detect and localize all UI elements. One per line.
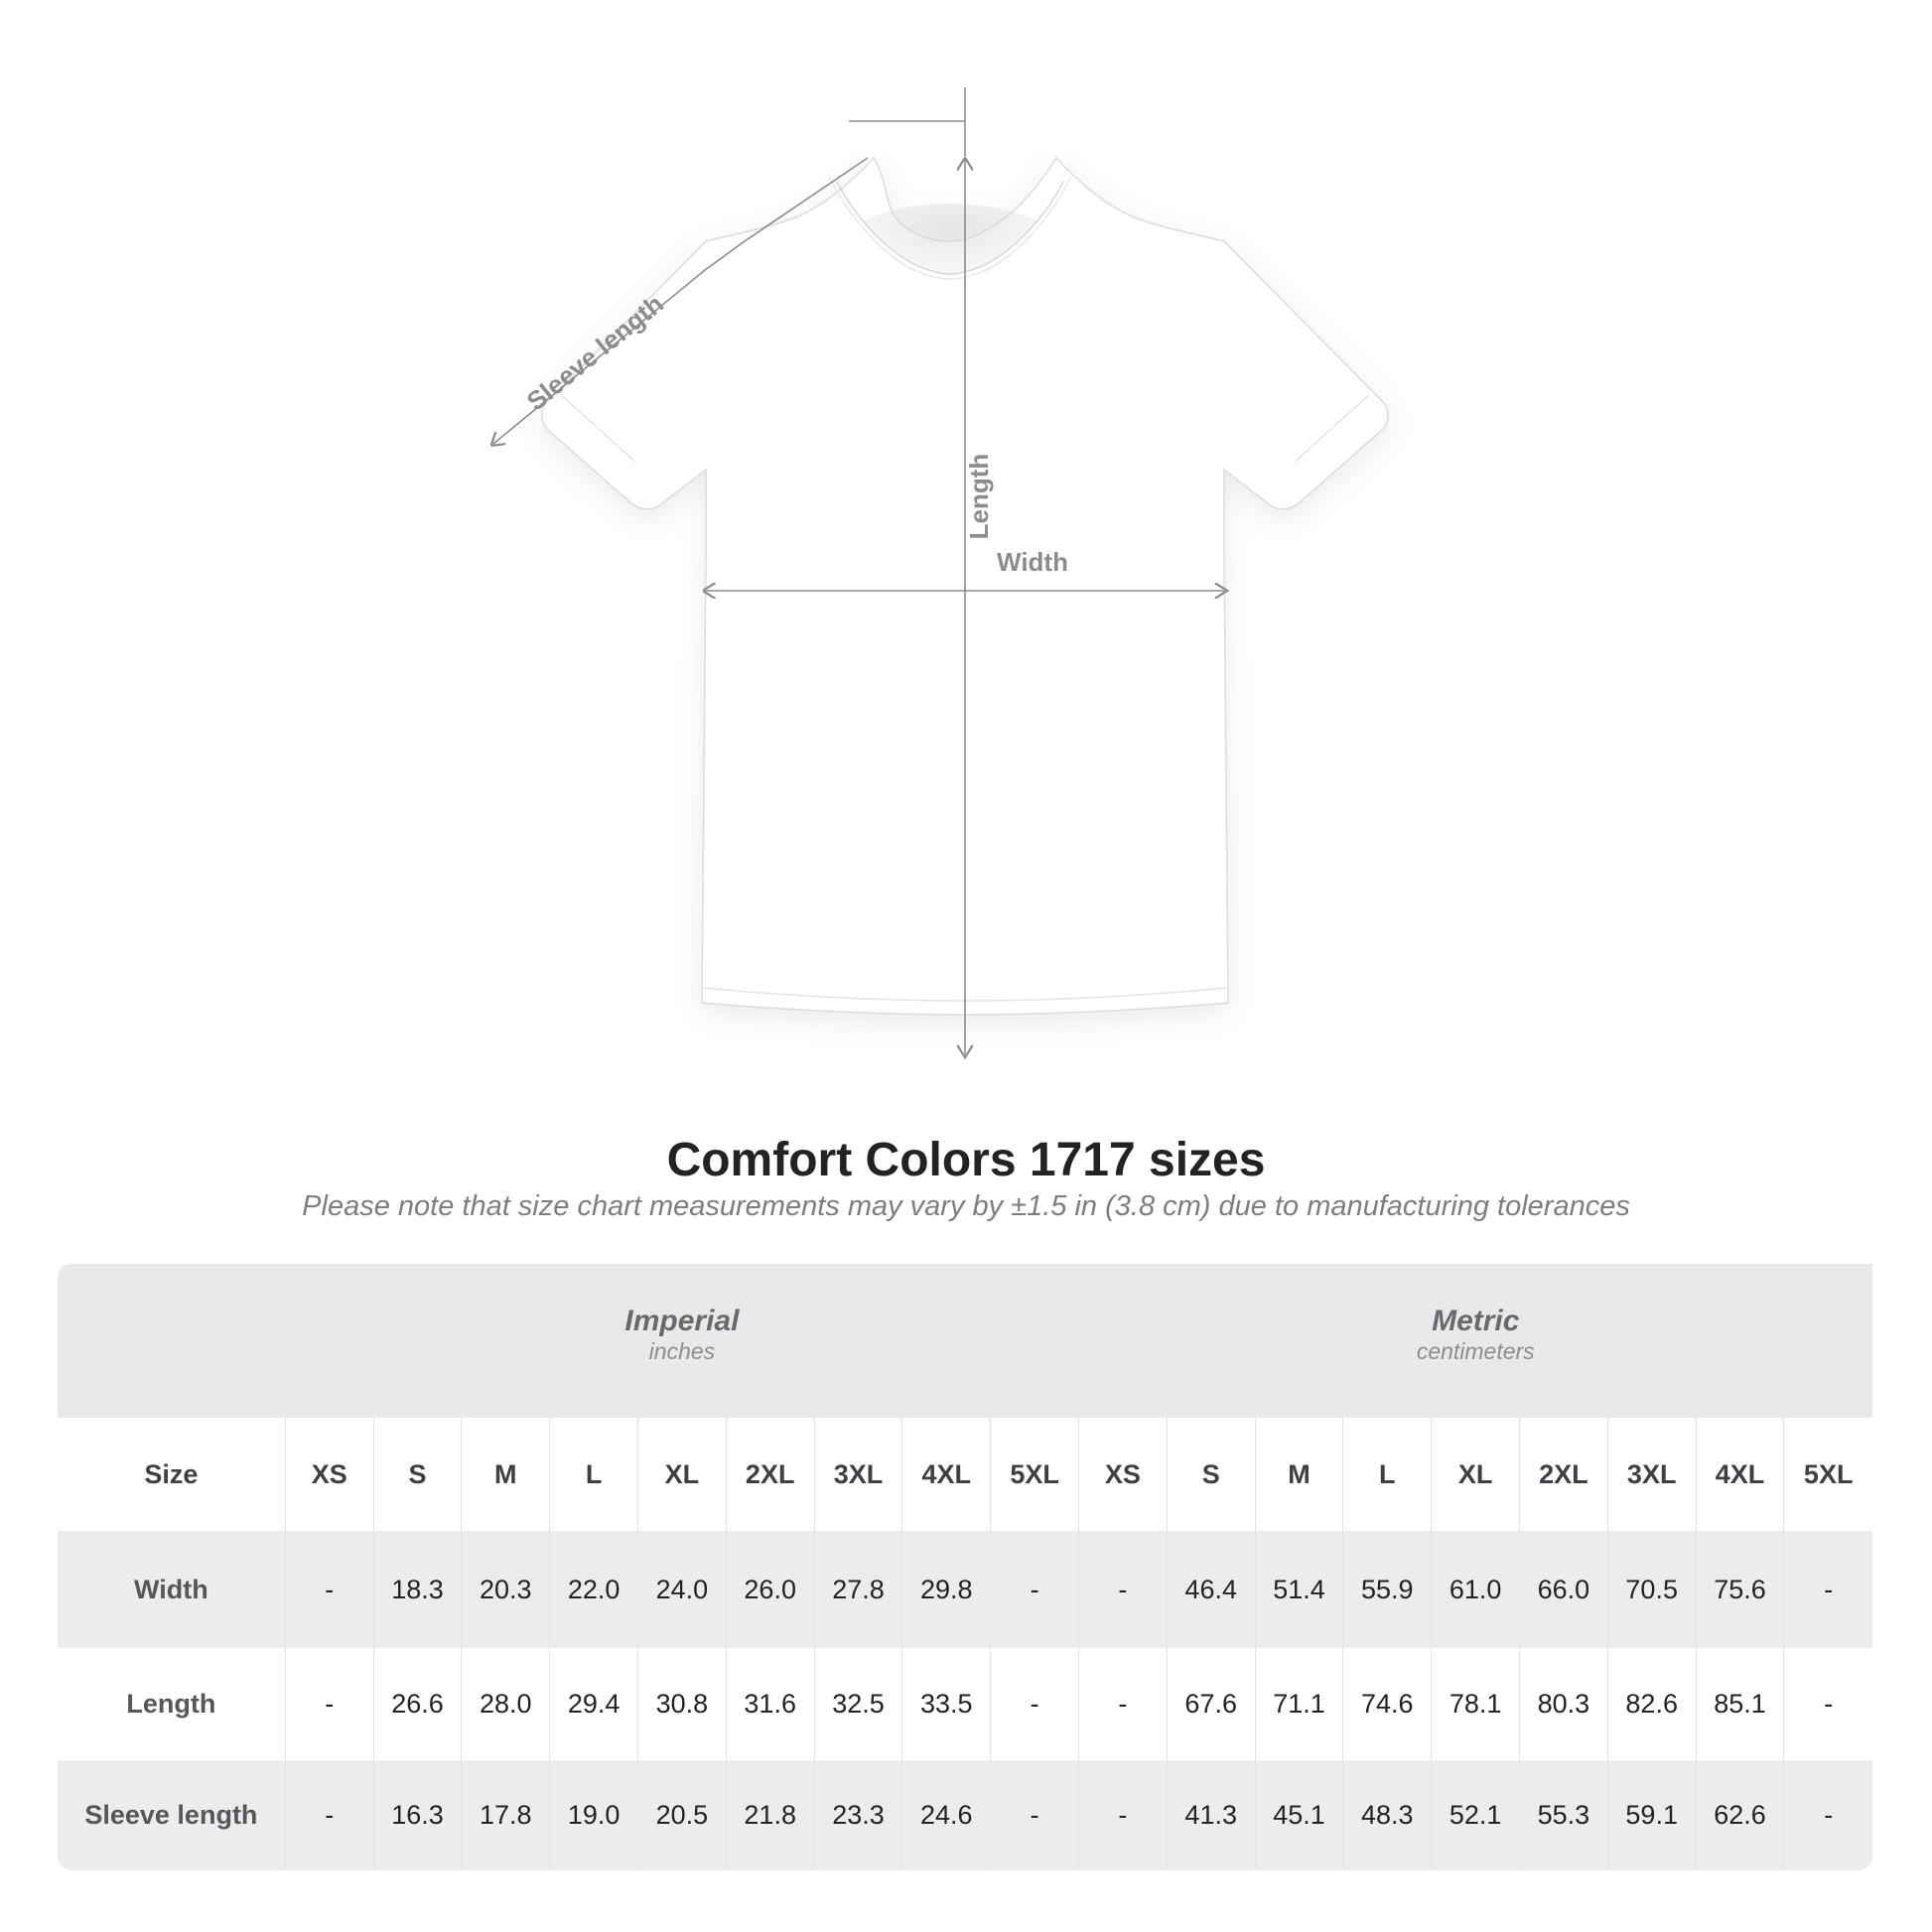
svg-text:Width: Width — [997, 547, 1068, 577]
svg-text:Length: Length — [964, 454, 994, 540]
